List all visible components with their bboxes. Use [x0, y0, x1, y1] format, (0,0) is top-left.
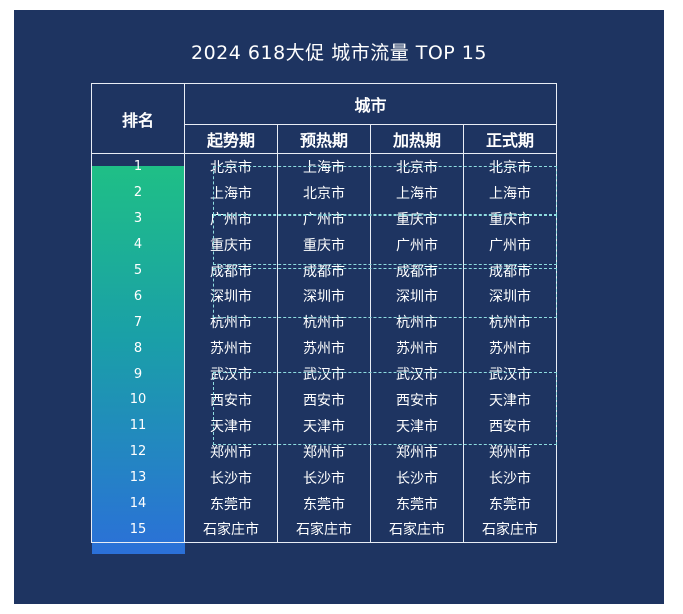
- rank-header: 排名: [91, 83, 185, 154]
- city-cell: 郑州市: [184, 438, 278, 465]
- rank-cell: 13: [91, 464, 185, 491]
- city-cell: 广州市: [277, 205, 371, 232]
- table-row: 11 天津市 天津市 天津市 西安市: [91, 412, 557, 439]
- city-cell: 上海市: [463, 179, 557, 206]
- rank-cell: 12: [91, 438, 185, 465]
- page-title: 2024 618大促 城市流量 TOP 15: [191, 42, 487, 64]
- city-cell: 重庆市: [370, 205, 464, 232]
- city-cell: 深圳市: [184, 283, 278, 310]
- table-row: 4 重庆市 重庆市 广州市 广州市: [91, 231, 557, 258]
- city-cell: 成都市: [184, 257, 278, 284]
- rank-cell: 11: [91, 412, 185, 439]
- table-row: 6 深圳市 深圳市 深圳市 深圳市: [91, 283, 557, 310]
- city-cell: 苏州市: [184, 335, 278, 362]
- city-cell: 苏州市: [463, 335, 557, 362]
- rank-cell: 6: [91, 283, 185, 310]
- city-cell: 重庆市: [184, 231, 278, 258]
- city-cell: 重庆市: [277, 231, 371, 258]
- rank-cell: 5: [91, 257, 185, 284]
- city-cell: 郑州市: [370, 438, 464, 465]
- rank-cell: 9: [91, 361, 185, 388]
- rank-cell: 4: [91, 231, 185, 258]
- city-cell: 郑州市: [277, 438, 371, 465]
- city-cell: 西安市: [277, 387, 371, 413]
- city-header: 城市: [184, 83, 557, 125]
- rank-cell: 2: [91, 179, 185, 206]
- city-cell: 重庆市: [463, 205, 557, 232]
- city-cell: 西安市: [463, 412, 557, 439]
- table-row: 12 郑州市 郑州市 郑州市 郑州市: [91, 438, 557, 465]
- city-cell: 武汉市: [277, 361, 371, 388]
- city-traffic-table: 排名 城市 起势期 预热期 加热期 正式期 1 北京市 上海市 北京市 北京市 2 上海市北…: [91, 83, 557, 544]
- rank-cell: 7: [91, 309, 185, 336]
- city-cell: 成都市: [463, 257, 557, 284]
- city-cell: 杭州市: [184, 309, 278, 336]
- city-cell: 石家庄市: [463, 516, 557, 544]
- city-cell: 北京市: [463, 153, 557, 180]
- city-cell: 武汉市: [184, 361, 278, 388]
- city-cell: 杭州市: [463, 309, 557, 336]
- table-row: 1 北京市 上海市 北京市 北京市: [91, 153, 557, 180]
- city-cell: 西安市: [370, 387, 464, 413]
- city-cell: 成都市: [277, 257, 371, 284]
- city-cell: 东莞市: [370, 490, 464, 517]
- city-cell: 东莞市: [463, 490, 557, 517]
- rank-cell: 1: [91, 153, 185, 180]
- table-row: 9 武汉市 武汉市 武汉市 武汉市: [91, 361, 557, 388]
- city-cell: 长沙市: [184, 464, 278, 491]
- city-cell: 武汉市: [370, 361, 464, 388]
- city-cell: 杭州市: [277, 309, 371, 336]
- table-row: 5 成都市 成都市 成都市 成都市: [91, 257, 557, 284]
- rank-cell: 14: [91, 490, 185, 517]
- city-cell: 石家庄市: [370, 516, 464, 544]
- table-row: 15 石家庄市 石家庄市 石家庄市 石家庄市: [91, 516, 557, 544]
- table-row: 13 长沙市 长沙市 长沙市 长沙市: [91, 464, 557, 491]
- city-cell: 天津市: [370, 412, 464, 439]
- phase-header-1: 起势期: [184, 124, 278, 154]
- city-cell: 广州市: [463, 231, 557, 258]
- rank-cell: 8: [91, 335, 185, 362]
- city-cell: 杭州市: [370, 309, 464, 336]
- table-row: 2 上海市 北京市 上海市 上海市: [91, 179, 557, 206]
- city-cell: 上海市: [184, 179, 278, 206]
- city-cell: 郑州市: [463, 438, 557, 465]
- city-cell: 长沙市: [277, 464, 371, 491]
- city-cell: 苏州市: [277, 335, 371, 362]
- phase-header-4: 正式期: [463, 124, 557, 154]
- rank-cell: 3: [91, 205, 185, 232]
- table-row: 8 苏州市 苏州市 苏州市 苏州市: [91, 335, 557, 362]
- city-cell: 西安市: [184, 387, 278, 413]
- city-cell: 长沙市: [370, 464, 464, 491]
- city-cell: 北京市: [370, 153, 464, 180]
- table-row: 14 东莞市 东莞市 东莞市 东莞市: [91, 490, 557, 517]
- city-cell: 天津市: [184, 412, 278, 439]
- city-cell: 深圳市: [277, 283, 371, 310]
- city-cell: 成都市: [370, 257, 464, 284]
- phase-header-3: 加热期: [370, 124, 464, 154]
- phase-header-2: 预热期: [277, 124, 371, 154]
- city-cell: 天津市: [277, 412, 371, 439]
- city-cell: 深圳市: [463, 283, 557, 310]
- city-cell: 北京市: [184, 153, 278, 180]
- rank-cell: 10: [91, 387, 185, 413]
- city-cell: 东莞市: [277, 490, 371, 517]
- city-cell: 上海市: [277, 153, 371, 180]
- city-cell: 广州市: [184, 205, 278, 232]
- city-cell: 广州市: [370, 231, 464, 258]
- rank-cell: 15: [91, 516, 185, 544]
- city-cell: 上海市: [370, 179, 464, 206]
- city-cell: 深圳市: [370, 283, 464, 310]
- city-cell: 武汉市: [463, 361, 557, 388]
- city-cell: 石家庄市: [277, 516, 371, 544]
- table-row: 10 西安市 西安市 西安市 天津市: [91, 387, 557, 413]
- table-row: 7 杭州市 杭州市 杭州市 杭州市: [91, 309, 557, 336]
- city-cell: 东莞市: [184, 490, 278, 517]
- city-cell: 天津市: [463, 387, 557, 413]
- city-cell: 石家庄市: [184, 516, 278, 544]
- city-cell: 北京市: [277, 179, 371, 206]
- city-cell: 苏州市: [370, 335, 464, 362]
- table-row: 3 广州市 广州市 重庆市 重庆市: [91, 205, 557, 232]
- city-cell: 长沙市: [463, 464, 557, 491]
- table-body: 1 北京市 上海市 北京市 北京市 2 上海市 北京市 上海市 上海市 3 广州市 广州市 重庆市 重庆市 4…: [91, 153, 557, 544]
